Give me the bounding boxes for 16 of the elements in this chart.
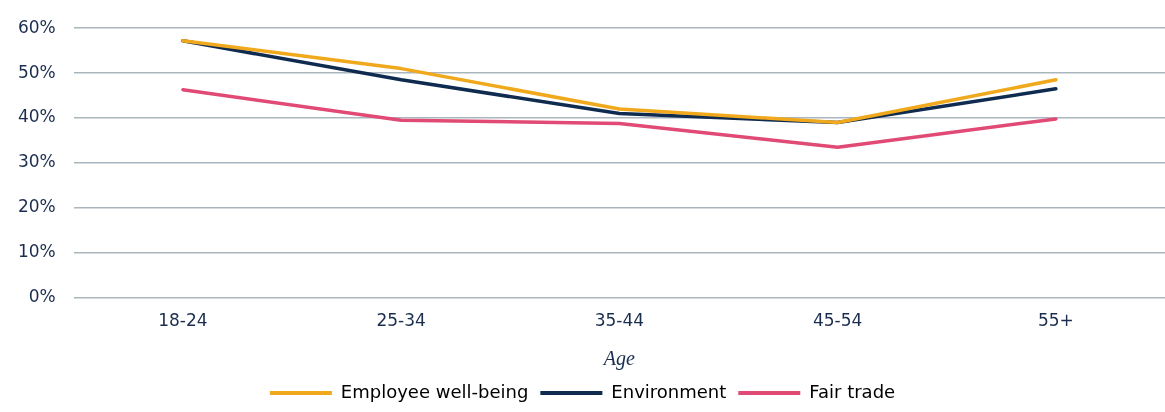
x-axis-title: Age bbox=[601, 347, 636, 371]
x-tick-label: 35-44 bbox=[594, 310, 645, 331]
x-tick-label: 55+ bbox=[1037, 310, 1074, 331]
legend-label: Environment bbox=[611, 380, 727, 402]
legend-label: Employee well-being bbox=[340, 380, 529, 402]
y-tick-label: 20% bbox=[17, 196, 56, 217]
y-tick-label: 40% bbox=[17, 106, 56, 127]
y-tick-label: 50% bbox=[17, 61, 56, 82]
x-tick-label: 45-54 bbox=[812, 310, 863, 331]
y-tick-label: 10% bbox=[17, 241, 56, 262]
x-tick-label: 25-34 bbox=[376, 310, 426, 331]
x-tick-label: 18-24 bbox=[158, 310, 208, 331]
y-tick-label: 60% bbox=[17, 16, 56, 37]
y-tick-label: 0% bbox=[28, 286, 56, 307]
legend-label: Fair trade bbox=[809, 380, 896, 402]
y-tick-label: 30% bbox=[17, 151, 56, 172]
